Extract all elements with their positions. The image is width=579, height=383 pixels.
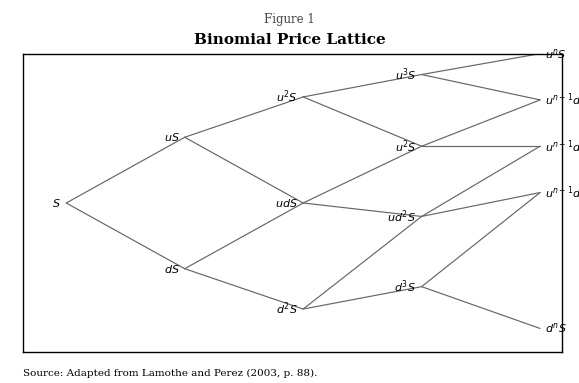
Text: $d^nS$: $d^nS$ bbox=[545, 321, 567, 336]
Text: $udS$: $udS$ bbox=[275, 197, 298, 209]
Text: Binomial Price Lattice: Binomial Price Lattice bbox=[193, 33, 386, 47]
Text: $u^3S$: $u^3S$ bbox=[395, 66, 416, 83]
Text: $u^{n-1}dS$: $u^{n-1}dS$ bbox=[545, 138, 579, 154]
Text: $d^2S$: $d^2S$ bbox=[276, 301, 298, 318]
Text: Source: Adapted from Lamothe and Perez (2003, p. 88).: Source: Adapted from Lamothe and Perez (… bbox=[23, 369, 317, 378]
Text: Figure 1: Figure 1 bbox=[264, 13, 315, 26]
Text: $ud^2S$: $ud^2S$ bbox=[387, 208, 416, 225]
Text: $d^3S$: $d^3S$ bbox=[394, 278, 416, 295]
Text: $u^{n-1}dS$: $u^{n-1}dS$ bbox=[545, 184, 579, 201]
Text: $u^nS$: $u^nS$ bbox=[545, 47, 567, 61]
Text: $u^{n-1}dS$: $u^{n-1}dS$ bbox=[545, 92, 579, 108]
Text: $uS$: $uS$ bbox=[163, 131, 179, 143]
Text: $u^2S$: $u^2S$ bbox=[276, 88, 298, 105]
Text: $u^2S$: $u^2S$ bbox=[395, 138, 416, 154]
Text: $S$: $S$ bbox=[52, 197, 61, 209]
Text: $dS$: $dS$ bbox=[163, 263, 179, 275]
